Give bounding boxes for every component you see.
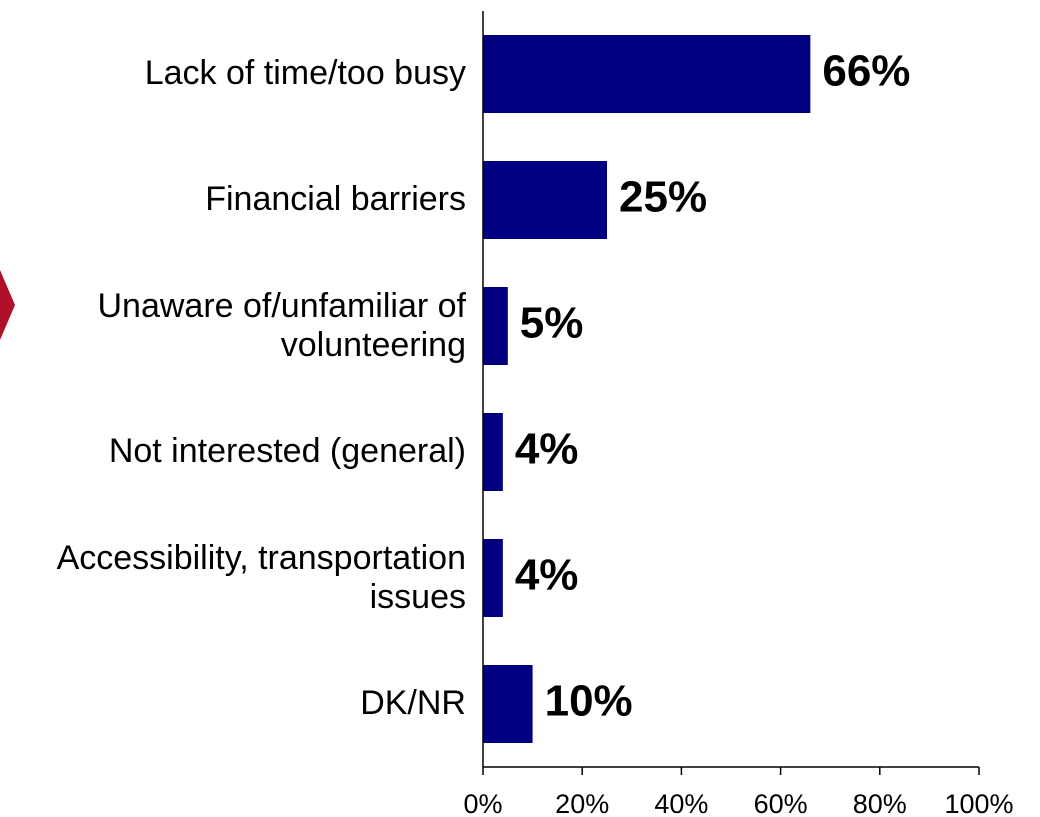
x-tick-label: 80% xyxy=(853,789,907,817)
bar xyxy=(483,35,811,113)
bar xyxy=(483,161,607,239)
value-label: 4% xyxy=(515,551,579,600)
x-tick-label: 20% xyxy=(555,789,609,817)
category-label: Not interested (general) xyxy=(108,432,466,471)
bar xyxy=(483,539,503,617)
category-label: DK/NR xyxy=(360,684,466,723)
x-tick-label: 0% xyxy=(463,789,502,817)
x-tick-label: 100% xyxy=(944,789,1013,817)
value-label: 25% xyxy=(619,173,707,222)
category-label: Lack of time/too busy xyxy=(144,54,466,93)
value-label: 5% xyxy=(520,299,584,348)
bar xyxy=(483,413,503,491)
decor-chevron xyxy=(0,270,15,340)
category-label: Financial barriers xyxy=(205,180,466,219)
category-label: Accessibility, transportation issues xyxy=(56,538,466,616)
value-label: 4% xyxy=(515,425,579,474)
value-label: 10% xyxy=(545,677,633,726)
x-tick-label: 60% xyxy=(754,789,808,817)
x-tick-label: 40% xyxy=(654,789,708,817)
bar xyxy=(483,287,508,365)
bar xyxy=(483,665,533,743)
category-label: Unaware of/unfamiliar of volunteering xyxy=(97,286,466,364)
value-label: 66% xyxy=(822,47,910,96)
